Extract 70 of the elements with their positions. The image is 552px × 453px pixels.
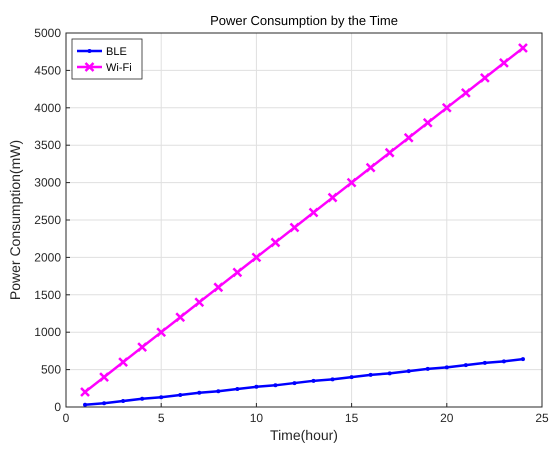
- legend-label: BLE: [106, 46, 127, 58]
- x-tick-label: 10: [250, 411, 264, 425]
- point: [251, 252, 262, 263]
- point: [518, 42, 528, 54]
- point: [464, 363, 468, 368]
- x-tick-label: 20: [440, 411, 454, 425]
- point: [232, 267, 243, 278]
- point: [273, 383, 278, 388]
- point: [98, 372, 110, 382]
- point: [156, 326, 166, 338]
- point: [330, 377, 335, 382]
- point: [444, 365, 449, 370]
- point: [365, 162, 376, 173]
- point: [308, 207, 319, 218]
- y-tick-label: 2000: [34, 250, 62, 264]
- point: [403, 132, 414, 143]
- point: [121, 399, 126, 404]
- point: [118, 356, 128, 368]
- point: [406, 369, 411, 374]
- y-tick-label: 2500: [34, 213, 62, 227]
- point: [480, 72, 490, 84]
- point: [194, 297, 205, 308]
- point: [327, 192, 338, 203]
- y-tick-label: 4500: [34, 63, 62, 78]
- point: [235, 387, 240, 392]
- point: [102, 401, 106, 406]
- point: [384, 147, 395, 158]
- x-tick-label: 5: [158, 411, 165, 425]
- point: [178, 393, 182, 398]
- point: [350, 375, 354, 380]
- point: [174, 312, 186, 322]
- point: [498, 58, 510, 68]
- point: [216, 389, 220, 394]
- point: [426, 366, 430, 371]
- point: [140, 396, 144, 401]
- point: [197, 390, 202, 395]
- point: [289, 222, 300, 233]
- point: [213, 282, 224, 293]
- chart-title: Power Consumption by the Time: [210, 13, 398, 28]
- point: [292, 381, 296, 386]
- point: [159, 395, 164, 400]
- y-tick-label: 1500: [34, 288, 62, 302]
- point: [422, 118, 434, 128]
- x-tick-label: 0: [62, 411, 70, 425]
- point: [254, 384, 258, 389]
- y-tick-label: 0: [54, 400, 62, 414]
- y-tick-label: 1000: [34, 325, 62, 340]
- y-tick-label: 3500: [34, 138, 62, 152]
- point: [502, 359, 506, 364]
- legend-label: Wi-Fi: [106, 62, 132, 74]
- point: [520, 357, 525, 362]
- point: [368, 372, 373, 377]
- y-tick-label: 4000: [34, 100, 62, 115]
- point: [83, 402, 88, 407]
- point: [442, 102, 452, 114]
- point: [270, 237, 281, 248]
- point: [80, 386, 90, 398]
- x-tick-label: 15: [344, 411, 359, 425]
- point: [136, 342, 148, 352]
- x-tick-label: 25: [535, 411, 549, 425]
- y-tick-label: 500: [40, 362, 62, 377]
- point: [312, 378, 316, 383]
- y-axis-title: Power Consumption(mW): [7, 140, 23, 300]
- point: [346, 177, 357, 188]
- point: [482, 360, 487, 365]
- point: [460, 88, 472, 98]
- y-tick-label: 3000: [34, 176, 62, 190]
- x-axis-title: Time(hour): [270, 427, 338, 443]
- point: [388, 371, 392, 376]
- y-tick-label: 5000: [34, 26, 62, 40]
